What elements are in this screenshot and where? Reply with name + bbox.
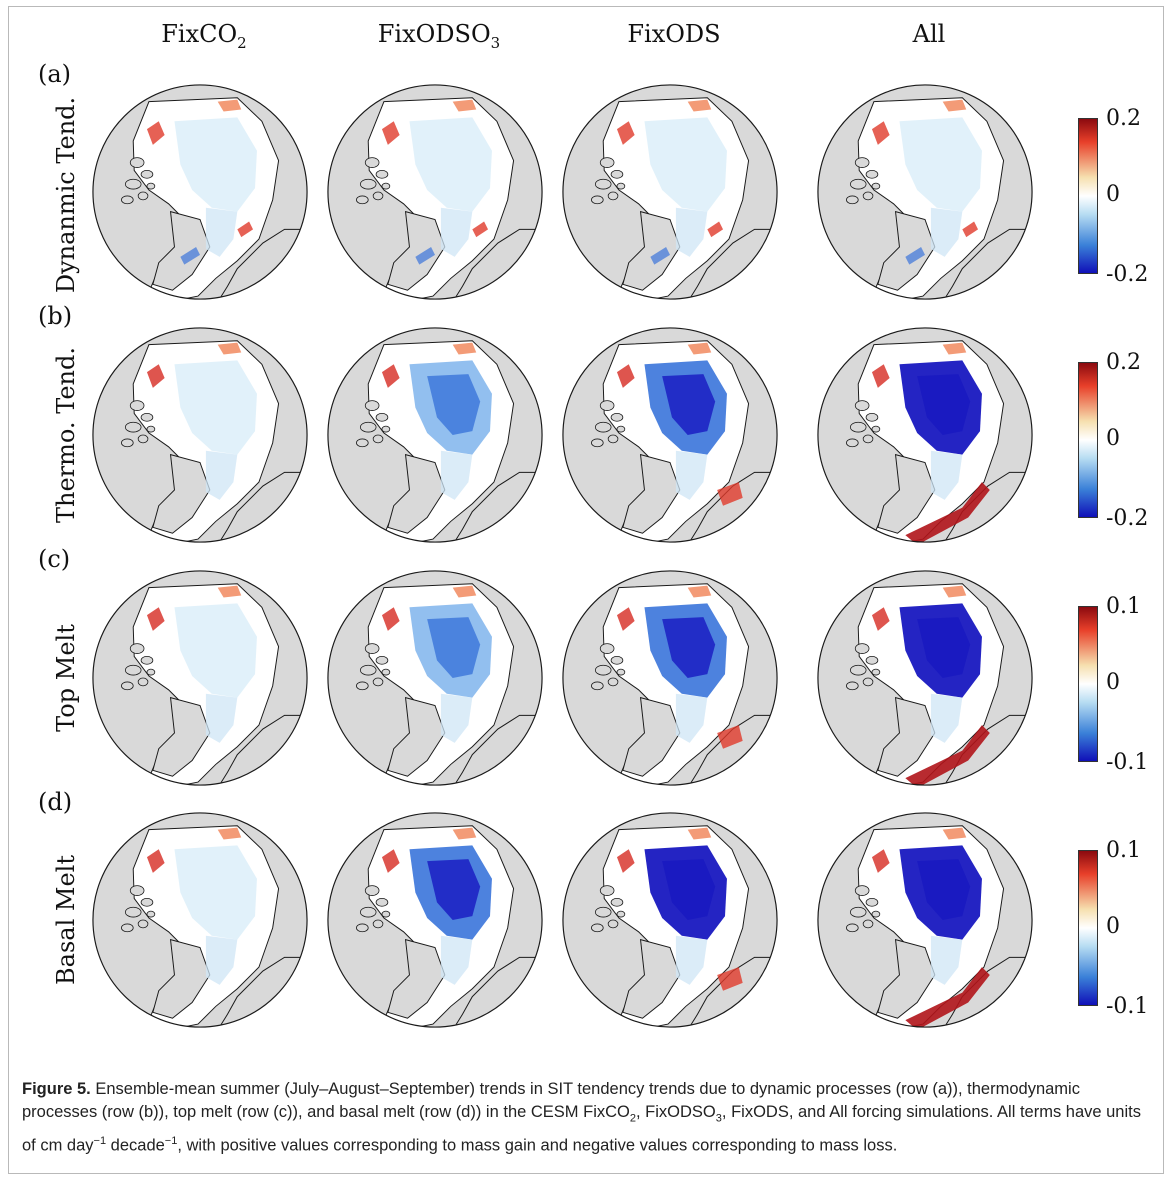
arctic-map-panel xyxy=(817,812,1033,1028)
row-label-thermo: Thermo. Tend. xyxy=(52,347,81,523)
colorbar-tick-zero: 0 xyxy=(1106,182,1120,207)
colorbar-tick-max: 0.2 xyxy=(1106,350,1141,375)
arctic-map-panel xyxy=(817,327,1033,543)
column-title-fixco2: FixCO2 xyxy=(161,20,247,52)
arctic-map-panel xyxy=(92,812,308,1028)
colorbar-tick-max: 0.2 xyxy=(1106,106,1141,131)
panel-letter-d: (d) xyxy=(38,788,73,816)
column-title-all: All xyxy=(912,20,946,48)
row-label-dynamic: Dynanmic Tend. xyxy=(52,96,81,294)
arctic-map-panel xyxy=(92,570,308,786)
arctic-map-panel xyxy=(562,327,778,543)
colorbar-tick-min: -0.1 xyxy=(1106,750,1149,775)
arctic-map-panel xyxy=(817,570,1033,786)
colorbar-tick-min: -0.2 xyxy=(1106,506,1149,531)
colorbar-tick-max: 0.1 xyxy=(1106,594,1141,619)
panel-letter-a: (a) xyxy=(38,60,72,88)
arctic-map-panel xyxy=(92,84,308,300)
colorbar-gradient-a xyxy=(1078,118,1098,274)
colorbar-tick-min: -0.2 xyxy=(1106,262,1149,287)
arctic-map-panel xyxy=(327,327,543,543)
colorbar-tick-min: -0.1 xyxy=(1106,994,1149,1019)
panel-letter-c: (c) xyxy=(38,545,71,573)
column-title-fixods: FixODS xyxy=(627,20,721,48)
arctic-map-panel xyxy=(327,84,543,300)
row-label-basal-melt: Basal Melt xyxy=(52,855,81,985)
arctic-map-panel xyxy=(562,812,778,1028)
colorbar-tick-zero: 0 xyxy=(1106,670,1120,695)
colorbar-gradient-b xyxy=(1078,362,1098,518)
colorbar-tick-max: 0.1 xyxy=(1106,838,1141,863)
colorbar-gradient-d xyxy=(1078,850,1098,1006)
arctic-map-panel xyxy=(817,84,1033,300)
column-title-fixodso3: FixODSO3 xyxy=(377,20,501,52)
figure-frame xyxy=(8,6,1164,1174)
arctic-map-panel xyxy=(562,570,778,786)
arctic-map-panel xyxy=(562,84,778,300)
arctic-map-panel xyxy=(327,812,543,1028)
arctic-map-panel xyxy=(92,327,308,543)
panel-letter-b: (b) xyxy=(38,302,73,330)
row-label-top-melt: Top Melt xyxy=(52,624,80,732)
figure-caption: Figure 5. Ensemble-mean summer (July–Aug… xyxy=(22,1080,1141,1155)
colorbar-tick-zero: 0 xyxy=(1106,914,1120,939)
arctic-map-panel xyxy=(327,570,543,786)
colorbar-tick-zero: 0 xyxy=(1106,426,1120,451)
caption-label: Figure 5. xyxy=(22,1080,91,1098)
colorbar-gradient-c xyxy=(1078,606,1098,762)
